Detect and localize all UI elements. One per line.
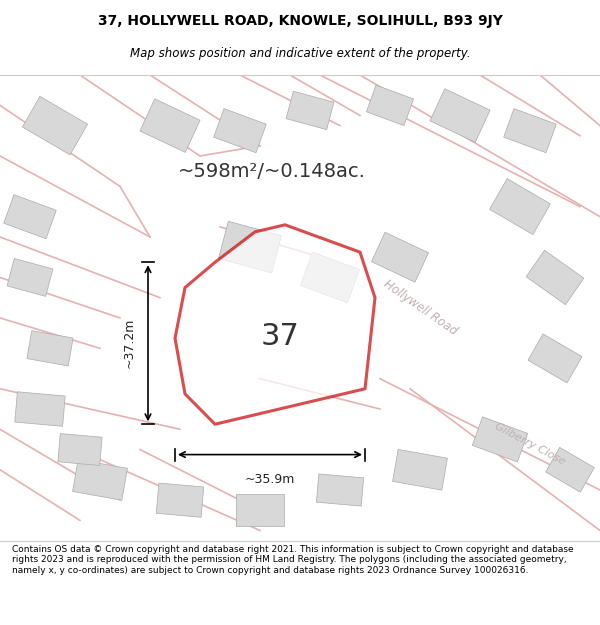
Bar xyxy=(367,85,413,126)
Bar xyxy=(7,259,53,296)
Text: ~598m²/~0.148ac.: ~598m²/~0.148ac. xyxy=(178,162,366,181)
Bar xyxy=(430,89,490,142)
Bar xyxy=(545,448,595,492)
Bar xyxy=(214,109,266,152)
Text: ~37.2m: ~37.2m xyxy=(123,318,136,368)
Bar xyxy=(27,331,73,366)
Bar xyxy=(15,392,65,426)
Text: 37: 37 xyxy=(260,322,299,351)
Bar xyxy=(156,483,204,518)
Bar xyxy=(528,334,582,383)
Text: Gilberry Close: Gilberry Close xyxy=(493,422,567,468)
Bar xyxy=(236,494,284,526)
Bar xyxy=(140,99,200,152)
Bar xyxy=(504,109,556,152)
Text: ~35.9m: ~35.9m xyxy=(245,472,295,486)
Bar xyxy=(73,459,127,500)
Bar xyxy=(22,96,88,155)
Bar xyxy=(472,417,527,462)
Bar xyxy=(58,434,102,466)
Bar xyxy=(392,449,448,490)
Bar xyxy=(4,194,56,239)
Bar xyxy=(316,474,364,506)
Text: 37, HOLLYWELL ROAD, KNOWLE, SOLIHULL, B93 9JY: 37, HOLLYWELL ROAD, KNOWLE, SOLIHULL, B9… xyxy=(98,14,502,28)
Bar xyxy=(371,232,428,282)
Text: Contains OS data © Crown copyright and database right 2021. This information is : Contains OS data © Crown copyright and d… xyxy=(12,545,574,574)
Bar xyxy=(286,91,334,129)
Bar xyxy=(490,179,550,234)
Bar xyxy=(301,252,359,302)
Bar xyxy=(526,250,584,304)
Text: Map shows position and indicative extent of the property.: Map shows position and indicative extent… xyxy=(130,48,470,61)
Polygon shape xyxy=(175,225,375,424)
Bar xyxy=(218,221,281,273)
Text: Hollywell Road: Hollywell Road xyxy=(380,278,460,338)
